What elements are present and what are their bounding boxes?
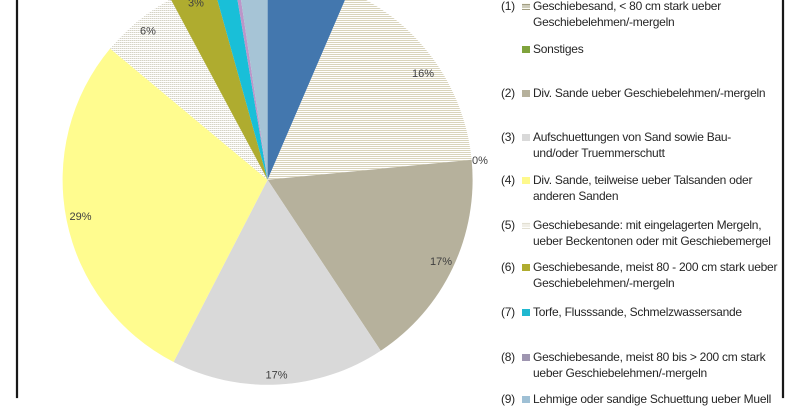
svg-text:29%: 29% (69, 211, 91, 223)
svg-text:16%: 16% (412, 68, 434, 80)
svg-text:3%: 3% (188, 0, 204, 10)
svg-text:17%: 17% (430, 256, 452, 268)
svg-text:0%: 0% (472, 155, 488, 167)
svg-text:17%: 17% (265, 370, 287, 382)
svg-text:6%: 6% (140, 26, 156, 38)
